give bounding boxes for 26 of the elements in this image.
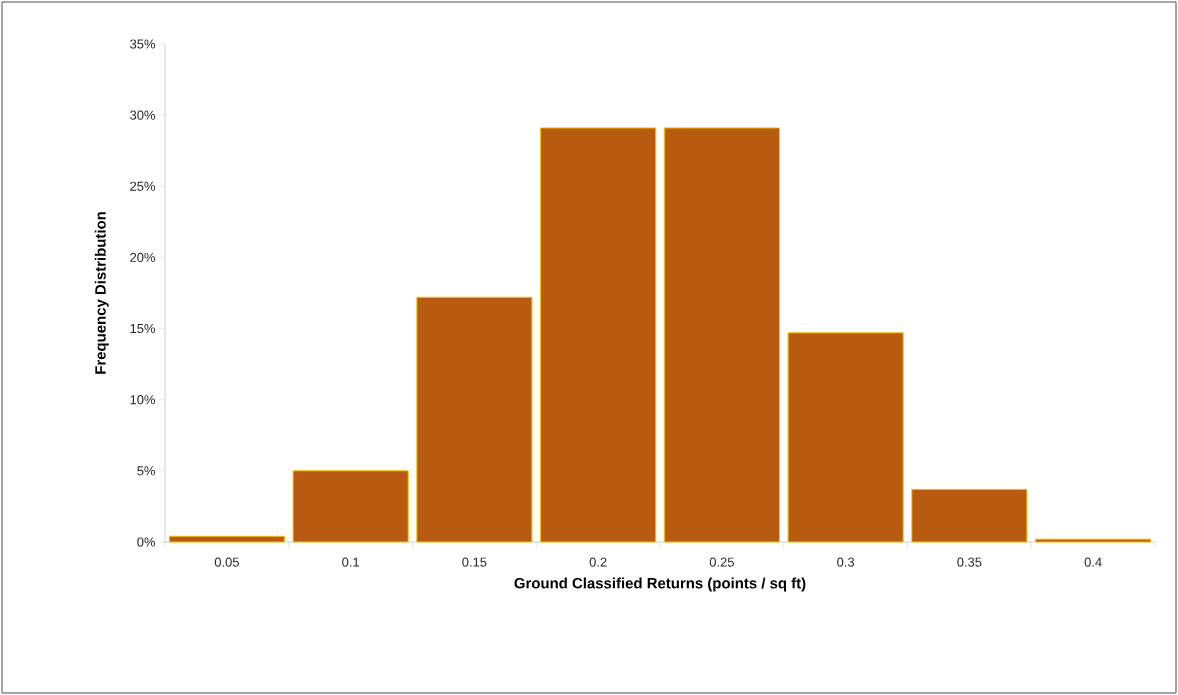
x-tick-label: 0.4 [1084,557,1102,567]
y-tick-label: 25% [130,181,156,191]
y-tick-label: 0% [137,537,156,547]
x-tick-label: 0.3 [837,557,855,567]
x-tick-label: 0.05 [214,557,239,567]
bar [416,296,533,543]
bar [787,332,904,543]
bar [540,127,657,543]
bar [663,127,780,543]
x-tick-label: 0.35 [957,557,982,567]
y-tick-label: 35% [130,39,156,49]
bar [1035,538,1152,543]
y-tick-label: 20% [130,252,156,262]
bar [292,470,409,543]
y-axis-title: Frequency Distribution [94,212,109,374]
x-axis-title: Ground Classified Returns (points / sq ft) [514,577,806,592]
bar [168,535,285,543]
y-tick-label: 10% [130,395,156,405]
x-tick-label: 0.1 [342,557,360,567]
y-tick-label: 15% [130,324,156,334]
x-tick-label: 0.15 [462,557,487,567]
y-tick-label: 30% [130,110,156,120]
bar [911,488,1028,543]
x-tick-label: 0.2 [589,557,607,567]
x-tick-label: 0.25 [709,557,734,567]
y-tick-label: 5% [137,466,156,476]
